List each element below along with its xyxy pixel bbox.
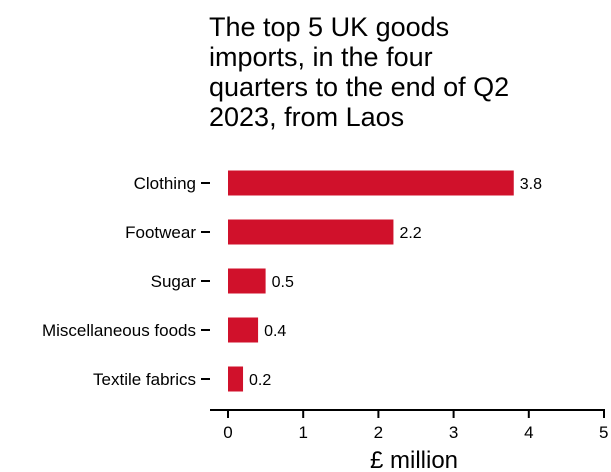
- x-axis-title: £ million: [370, 447, 458, 472]
- chart-title: The top 5 UK goods imports, in the four …: [209, 12, 510, 132]
- category-labels: Clothing Footwear Sugar Miscellaneous foods…: [42, 174, 210, 389]
- category-label: Textile fabrics: [93, 370, 196, 389]
- bar-footwear: [228, 219, 394, 245]
- value-label: 0.5: [272, 274, 294, 291]
- bar-clothing: [228, 170, 514, 196]
- value-label: 0.2: [249, 372, 271, 389]
- x-tick-label: 4: [524, 423, 533, 442]
- x-tick-label: 0: [223, 423, 232, 442]
- bar-miscellaneous-foods: [228, 317, 259, 343]
- x-tick-label: 2: [374, 423, 383, 442]
- value-label: 2.2: [399, 225, 421, 242]
- bar-sugar: [228, 268, 266, 294]
- value-label: 0.4: [264, 323, 286, 340]
- x-tick-label: 5: [599, 423, 608, 442]
- category-label: Sugar: [151, 272, 197, 291]
- bars-group: [228, 170, 514, 392]
- value-label: 3.8: [520, 176, 542, 193]
- category-label: Footwear: [125, 223, 196, 242]
- x-axis-ticks: 0 1 2 3 4 5: [223, 410, 608, 442]
- category-label: Clothing: [134, 174, 196, 193]
- bar-textile-fabrics: [228, 366, 244, 392]
- x-tick-label: 1: [298, 423, 307, 442]
- value-labels: 3.8 2.2 0.5 0.4 0.2: [249, 176, 542, 389]
- x-tick-label: 3: [449, 423, 458, 442]
- category-label: Miscellaneous foods: [42, 321, 196, 340]
